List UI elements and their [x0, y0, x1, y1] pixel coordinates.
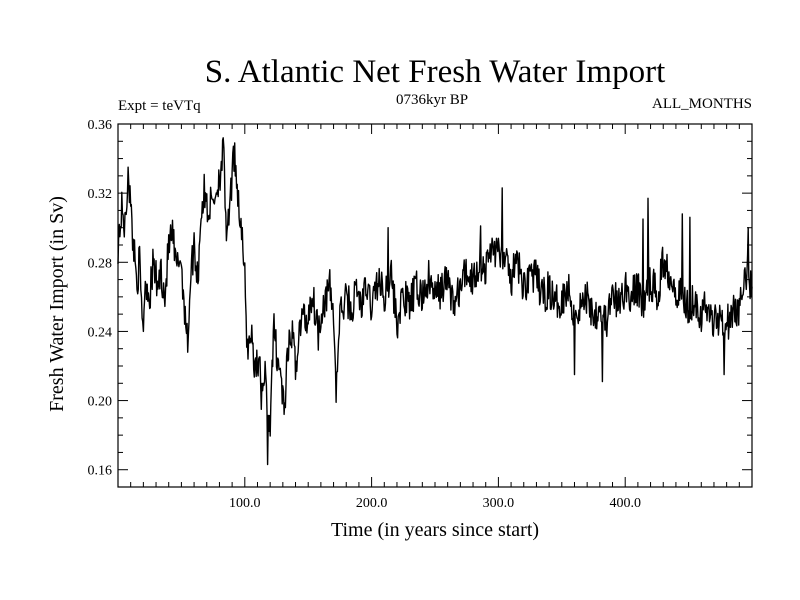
series-line — [117, 137, 753, 466]
y-tick-label: 0.24 — [88, 325, 113, 340]
months-label: ALL_MONTHS — [652, 96, 752, 112]
y-axis-label: Fresh Water Import (in Sv) — [46, 196, 68, 412]
y-tick-label: 0.20 — [88, 395, 113, 410]
x-tick-label: 300.0 — [483, 496, 515, 511]
x-tick-label: 100.0 — [229, 496, 261, 511]
x-tick-label: 400.0 — [609, 496, 641, 511]
x-axis-label: Time (in years since start) — [331, 519, 539, 541]
experiment-label: Expt = teVTq — [118, 98, 201, 114]
chart-subtitle: 0736kyr BP — [396, 92, 468, 108]
x-tick-label: 200.0 — [356, 496, 388, 511]
y-tick-label: 0.36 — [88, 118, 113, 133]
plot-area: 100.0 200.0 300.0 400.0 0.16 0.20 0.24 0.28 0.32… — [88, 118, 753, 511]
y-tick-label: 0.28 — [88, 256, 113, 271]
y-tick-label: 0.32 — [88, 187, 113, 202]
chart-title: S. Atlantic Net Fresh Water Import — [205, 54, 666, 90]
y-tick-label: 0.16 — [88, 464, 113, 479]
